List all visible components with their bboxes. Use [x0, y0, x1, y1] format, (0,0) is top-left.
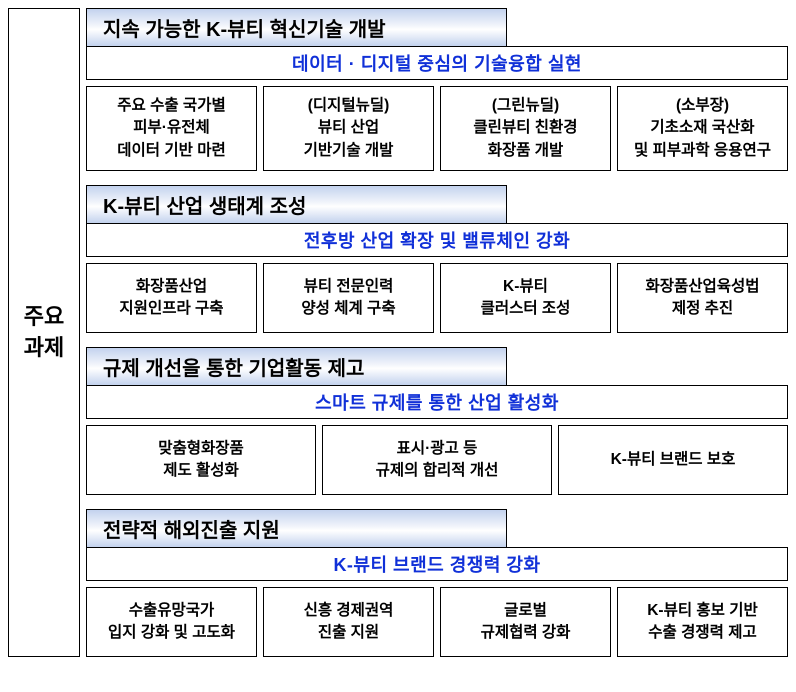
sections-container: 지속 가능한 K-뷰티 혁신기술 개발데이터 · 디지털 중심의 기술융합 실현… — [86, 8, 788, 657]
cell-line: 화장품산업육성법 — [622, 276, 783, 298]
cell-line: 규제의 합리적 개선 — [327, 460, 547, 482]
cell-line: 화장품 개발 — [445, 140, 606, 162]
cell-line: K-뷰티 브랜드 보호 — [563, 449, 783, 471]
cell-line: 데이터 기반 마련 — [91, 140, 252, 162]
cell-line: 수출 경쟁력 제고 — [622, 622, 783, 644]
section-title: 지속 가능한 K-뷰티 혁신기술 개발 — [86, 8, 507, 47]
section-subtitle: 스마트 규제를 통한 산업 활성화 — [86, 385, 788, 419]
diagram-root: 주요과제 지속 가능한 K-뷰티 혁신기술 개발데이터 · 디지털 중심의 기술… — [8, 8, 788, 657]
cells-row: 수출유망국가입지 강화 및 고도화신흥 경제권역진출 지원글로벌규제협력 강화K… — [86, 587, 788, 657]
cell-line: 제정 추진 — [622, 298, 783, 320]
cell-line: 글로벌 — [445, 600, 606, 622]
cell-line: 주요 수출 국가별 — [91, 95, 252, 117]
cell-line: 입지 강화 및 고도화 — [91, 622, 252, 644]
cell: K-뷰티클러스터 조성 — [440, 263, 611, 333]
cell-line: 뷰티 전문인력 — [268, 276, 429, 298]
cell-line: K-뷰티 홍보 기반 — [622, 600, 783, 622]
cell: 뷰티 전문인력양성 체계 구축 — [263, 263, 434, 333]
cell: (디지털뉴딜)뷰티 산업기반기술 개발 — [263, 86, 434, 171]
cell-line: 기반기술 개발 — [268, 140, 429, 162]
cell: 글로벌규제협력 강화 — [440, 587, 611, 657]
section-title: 전략적 해외진출 지원 — [86, 509, 507, 548]
cell-line: 신흥 경제권역 — [268, 600, 429, 622]
cells-row: 주요 수출 국가별피부·유전체데이터 기반 마련(디지털뉴딜)뷰티 산업기반기술… — [86, 86, 788, 171]
cell: 표시·광고 등규제의 합리적 개선 — [322, 425, 552, 495]
cell: 주요 수출 국가별피부·유전체데이터 기반 마련 — [86, 86, 257, 171]
side-label: 주요과제 — [8, 8, 80, 657]
cell-line: 수출유망국가 — [91, 600, 252, 622]
section-subtitle: 데이터 · 디지털 중심의 기술융합 실현 — [86, 46, 788, 80]
cell-line: 화장품산업 — [91, 276, 252, 298]
section: 전략적 해외진출 지원K-뷰티 브랜드 경쟁력 강화수출유망국가입지 강화 및 … — [86, 509, 788, 657]
section-subtitle: 전후방 산업 확장 및 밸류체인 강화 — [86, 223, 788, 257]
cell-line: 및 피부과학 응용연구 — [622, 140, 783, 162]
cell-line: 클러스터 조성 — [445, 298, 606, 320]
cell: (그린뉴딜)클린뷰티 친환경화장품 개발 — [440, 86, 611, 171]
section-subtitle: K-뷰티 브랜드 경쟁력 강화 — [86, 547, 788, 581]
cell-line: 양성 체계 구축 — [268, 298, 429, 320]
section-title: K-뷰티 산업 생태계 조성 — [86, 185, 507, 224]
cells-row: 맞춤형화장품제도 활성화표시·광고 등규제의 합리적 개선K-뷰티 브랜드 보호 — [86, 425, 788, 495]
cell: 맞춤형화장품제도 활성화 — [86, 425, 316, 495]
cell-tag: (그린뉴딜) — [445, 95, 606, 117]
cell-line: 클린뷰티 친환경 — [445, 117, 606, 139]
cell-line: 맞춤형화장품 — [91, 438, 311, 460]
cell-line: 지원인프라 구축 — [91, 298, 252, 320]
cell: 화장품산업지원인프라 구축 — [86, 263, 257, 333]
cell-line: 진출 지원 — [268, 622, 429, 644]
section-title: 규제 개선을 통한 기업활동 제고 — [86, 347, 507, 386]
cell-line: K-뷰티 — [445, 276, 606, 298]
cell-line: 표시·광고 등 — [327, 438, 547, 460]
cell: K-뷰티 브랜드 보호 — [558, 425, 788, 495]
cell-line: 뷰티 산업 — [268, 117, 429, 139]
cell: K-뷰티 홍보 기반수출 경쟁력 제고 — [617, 587, 788, 657]
cell-line: 피부·유전체 — [91, 117, 252, 139]
cells-row: 화장품산업지원인프라 구축뷰티 전문인력양성 체계 구축K-뷰티클러스터 조성화… — [86, 263, 788, 333]
cell: 수출유망국가입지 강화 및 고도화 — [86, 587, 257, 657]
cell-tag: (소부장) — [622, 95, 783, 117]
cell-line: 제도 활성화 — [91, 460, 311, 482]
section: 지속 가능한 K-뷰티 혁신기술 개발데이터 · 디지털 중심의 기술융합 실현… — [86, 8, 788, 171]
section: 규제 개선을 통한 기업활동 제고스마트 규제를 통한 산업 활성화맞춤형화장품… — [86, 347, 788, 495]
cell: (소부장)기초소재 국산화및 피부과학 응용연구 — [617, 86, 788, 171]
cell-line: 규제협력 강화 — [445, 622, 606, 644]
cell: 화장품산업육성법제정 추진 — [617, 263, 788, 333]
cell-tag: (디지털뉴딜) — [268, 95, 429, 117]
section: K-뷰티 산업 생태계 조성전후방 산업 확장 및 밸류체인 강화화장품산업지원… — [86, 185, 788, 333]
cell-line: 기초소재 국산화 — [622, 117, 783, 139]
cell: 신흥 경제권역진출 지원 — [263, 587, 434, 657]
